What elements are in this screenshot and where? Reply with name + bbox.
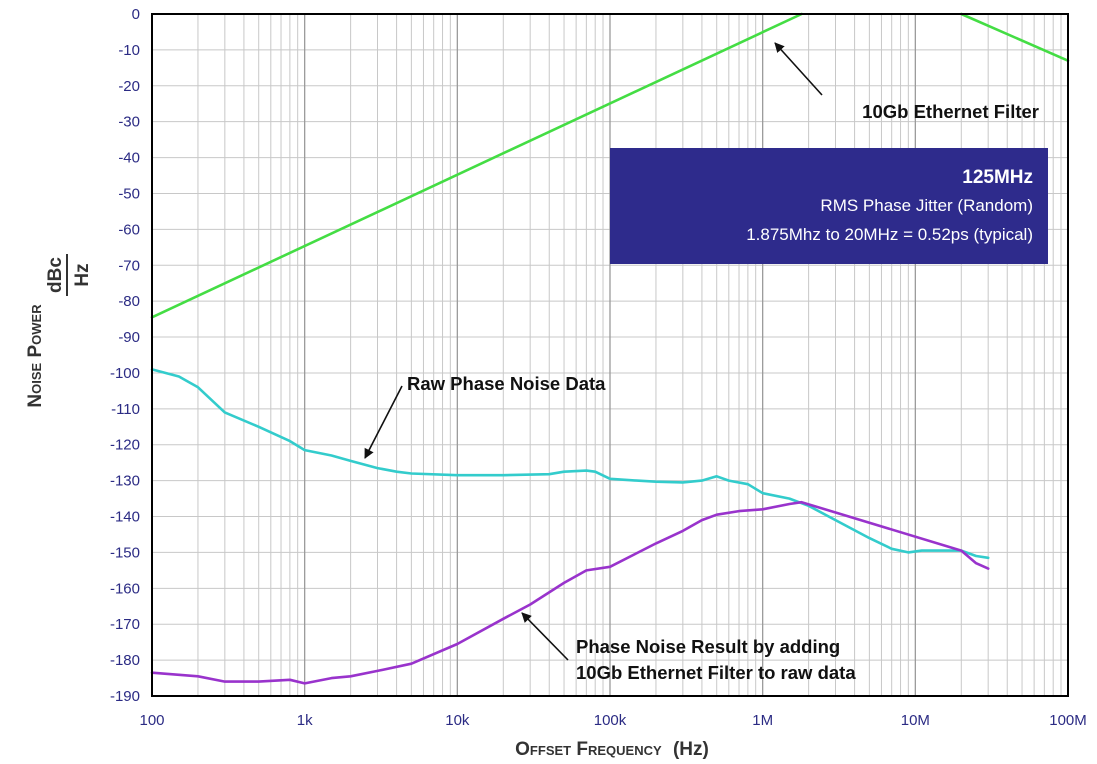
y-tick-label: -80 <box>118 293 140 310</box>
y-axis-title: Noise Power <box>25 304 46 408</box>
series-layer <box>150 12 1070 685</box>
info-box-background <box>610 148 1048 264</box>
y-tick-label: -160 <box>110 580 140 597</box>
annotation-raw-arrow <box>364 385 403 459</box>
y-tick-labels: 0 -10 -20 -30 -40 -50 -60 -70 -80 -90 -100 -110 -120… <box>110 6 140 705</box>
x-tick-label: 10k <box>445 712 470 729</box>
x-axis-title-unit: (Hz) <box>673 739 709 760</box>
plot-frame <box>151 13 1069 697</box>
y-tick-label: -110 <box>111 401 140 418</box>
y-tick-label: 0 <box>132 6 140 23</box>
series-line-result <box>150 500 990 685</box>
y-tick-label: -150 <box>110 544 140 561</box>
series-line-filter <box>150 12 803 319</box>
annotation-filter: 10Gb Ethernet Filter <box>774 42 1039 122</box>
series-line-filter_hp <box>959 12 1070 63</box>
x-tick-label: 100M <box>1049 712 1087 729</box>
x-axis-title-main: Offset Frequency <box>515 739 662 760</box>
x-tick-label: 1M <box>752 712 773 729</box>
x-tick-labels: 100 1k 10k 100k 1M 10M 100M <box>139 712 1086 729</box>
annotation-result-label-1: Phase Noise Result by adding <box>576 636 840 657</box>
y-tick-label: -190 <box>110 688 140 705</box>
annotation-filter-arrow <box>774 42 823 96</box>
y-tick-label: -30 <box>118 114 140 131</box>
y-axis-unit-numerator: dBc <box>45 257 66 293</box>
y-tick-label: -120 <box>110 437 140 454</box>
y-tick-label: -90 <box>118 329 140 346</box>
info-box-line-1: RMS Phase Jitter (Random) <box>820 196 1033 215</box>
info-box-line-2: 1.875Mhz to 20MHz = 0.52ps (typical) <box>746 225 1033 244</box>
y-tick-label: -20 <box>118 78 140 95</box>
annotation-filter-label: 10Gb Ethernet Filter <box>862 101 1039 122</box>
y-axis-unit: dBc Hz <box>45 254 93 296</box>
y-axis-unit-denominator: Hz <box>72 263 93 286</box>
y-tick-label: -130 <box>110 473 140 490</box>
annotation-result: Phase Noise Result by adding 10Gb Ethern… <box>521 612 856 683</box>
x-tick-label: 1k <box>297 712 313 729</box>
x-tick-label: 10M <box>901 712 930 729</box>
annotation-result-arrow <box>521 612 569 661</box>
series-line-raw <box>150 368 990 560</box>
x-tick-label: 100 <box>139 712 164 729</box>
x-axis-title: Offset Frequency (Hz) <box>515 739 709 760</box>
y-tick-label: -140 <box>110 509 140 526</box>
jitter-info-box: 125MHz RMS Phase Jitter (Random) 1.875Mh… <box>610 148 1048 264</box>
annotation-result-label-2: 10Gb Ethernet Filter to raw data <box>576 662 856 683</box>
x-tick-label: 100k <box>594 712 627 729</box>
y-tick-label: -60 <box>118 221 140 238</box>
y-tick-label: -50 <box>118 185 140 202</box>
y-axis-title-main: Noise Power <box>25 304 46 408</box>
y-tick-label: -170 <box>110 616 140 633</box>
y-tick-label: -10 <box>118 42 140 59</box>
info-box-title: 125MHz <box>962 167 1033 188</box>
annotation-raw: Raw Phase Noise Data <box>364 373 606 459</box>
y-tick-label: -180 <box>110 652 140 669</box>
y-tick-label: -40 <box>118 150 140 167</box>
annotation-raw-label: Raw Phase Noise Data <box>407 373 606 394</box>
y-tick-label: -100 <box>110 365 140 382</box>
y-tick-label: -70 <box>118 257 140 274</box>
